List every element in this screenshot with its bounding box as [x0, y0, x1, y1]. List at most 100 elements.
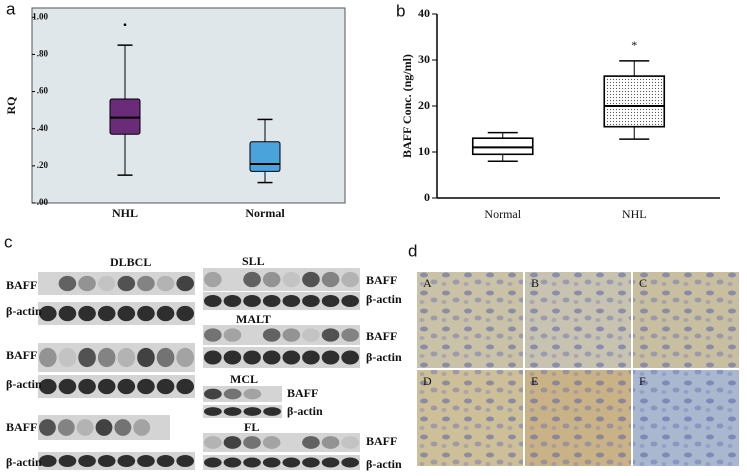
blot-band [282, 295, 301, 307]
blot-band [117, 455, 136, 467]
blot-band [39, 378, 57, 395]
y-tick-label: 40 [418, 6, 430, 20]
blot-band [78, 275, 96, 292]
blot-band [282, 328, 301, 342]
blot-band [243, 350, 261, 365]
blot-band [137, 275, 155, 292]
blot-strip [203, 268, 360, 291]
plot-frame [31, 7, 346, 204]
micrograph-cells [417, 370, 523, 466]
blot-band [262, 457, 281, 468]
blot-band [39, 305, 57, 322]
blot-strip [203, 386, 282, 402]
blot-strip [38, 452, 195, 470]
blot-band [117, 305, 136, 322]
blot-title: MCL [230, 372, 258, 386]
blot-band [204, 295, 222, 307]
blot-band [341, 350, 359, 365]
y-tick-label: .40 [37, 123, 49, 133]
blot-band [39, 455, 57, 467]
y-tick-label: 1.00 [32, 11, 48, 21]
x-tick-label: Normal [484, 207, 521, 221]
blot-band [97, 455, 116, 467]
blot-row-label: BAFF [366, 329, 397, 343]
blot-band [223, 407, 242, 416]
blot-band [341, 457, 359, 468]
blot-band [321, 271, 340, 288]
micrograph-label: F [639, 374, 646, 388]
blot-band [137, 455, 155, 467]
micrograph-cells [633, 370, 739, 466]
blot-band [97, 305, 116, 322]
blot-band [243, 436, 261, 449]
blot-band [78, 455, 96, 467]
blot-title: SLL [242, 254, 265, 268]
blot-band [114, 419, 132, 436]
blot-row-label: BAFF [6, 348, 37, 362]
blot-band [97, 275, 116, 292]
blot-band [117, 347, 136, 368]
blot-strip [203, 433, 360, 452]
y-tick-label: .20 [37, 160, 49, 170]
blot-band [302, 436, 320, 449]
blot-band [302, 271, 320, 288]
blot-band [58, 347, 77, 368]
blot-band [78, 378, 96, 395]
micrograph-cells [525, 370, 631, 466]
micrograph-label: E [531, 374, 538, 388]
blot-band [58, 378, 77, 395]
panel-letter: d [408, 241, 417, 260]
panel-letter: b [396, 1, 405, 20]
blot-band [302, 295, 320, 307]
blot-band [57, 419, 75, 436]
blot-band [58, 455, 77, 467]
blot-band [204, 407, 222, 416]
blot-band [223, 350, 242, 365]
box [603, 75, 666, 128]
blot-band [156, 275, 175, 292]
blot-strip [203, 325, 360, 345]
blot-band [263, 407, 281, 416]
blot-band [321, 328, 340, 342]
blot-band [243, 388, 262, 400]
blot-strip [203, 455, 360, 470]
y-tick-label: .80 [37, 48, 49, 58]
y-tick-label: 30 [418, 52, 430, 66]
blot-band [321, 457, 340, 468]
blot-strip [38, 302, 195, 325]
blot-band [302, 350, 320, 365]
blot-row-label: BAFF [287, 386, 318, 400]
blot-band [262, 295, 281, 307]
blot-band [133, 419, 151, 436]
micrograph-cells [525, 272, 631, 368]
blot-band [262, 328, 281, 342]
blot-band [262, 350, 281, 365]
y-tick-label: .60 [37, 86, 49, 96]
blot-band [76, 419, 94, 436]
blot-band [176, 378, 194, 395]
blot-row-label: β-actin [6, 455, 42, 469]
panel-letter: c [4, 232, 13, 251]
x-tick-label: NHL [622, 207, 647, 221]
blot-band [156, 347, 175, 368]
blot-band [282, 271, 301, 288]
panel-letter: a [6, 0, 16, 18]
blot-band [97, 347, 116, 368]
blot-band [204, 271, 222, 288]
blot-title: DLBCL [110, 255, 151, 269]
blot-strip [203, 347, 360, 368]
blot-row-label: β-actin [366, 350, 402, 364]
blot-band [282, 457, 301, 468]
blot-band [223, 328, 242, 342]
blot-band [204, 457, 222, 468]
blot-band [97, 378, 116, 395]
blot-row-label: BAFF [6, 278, 37, 292]
micrograph-label: C [639, 276, 647, 290]
blot-band [137, 378, 155, 395]
blot-strip [203, 292, 360, 310]
blot-band [39, 419, 56, 436]
box [249, 141, 281, 172]
blot-row-label: β-actin [366, 457, 402, 471]
micrograph-cells [633, 272, 739, 368]
blot-row-label: BAFF [6, 420, 37, 434]
